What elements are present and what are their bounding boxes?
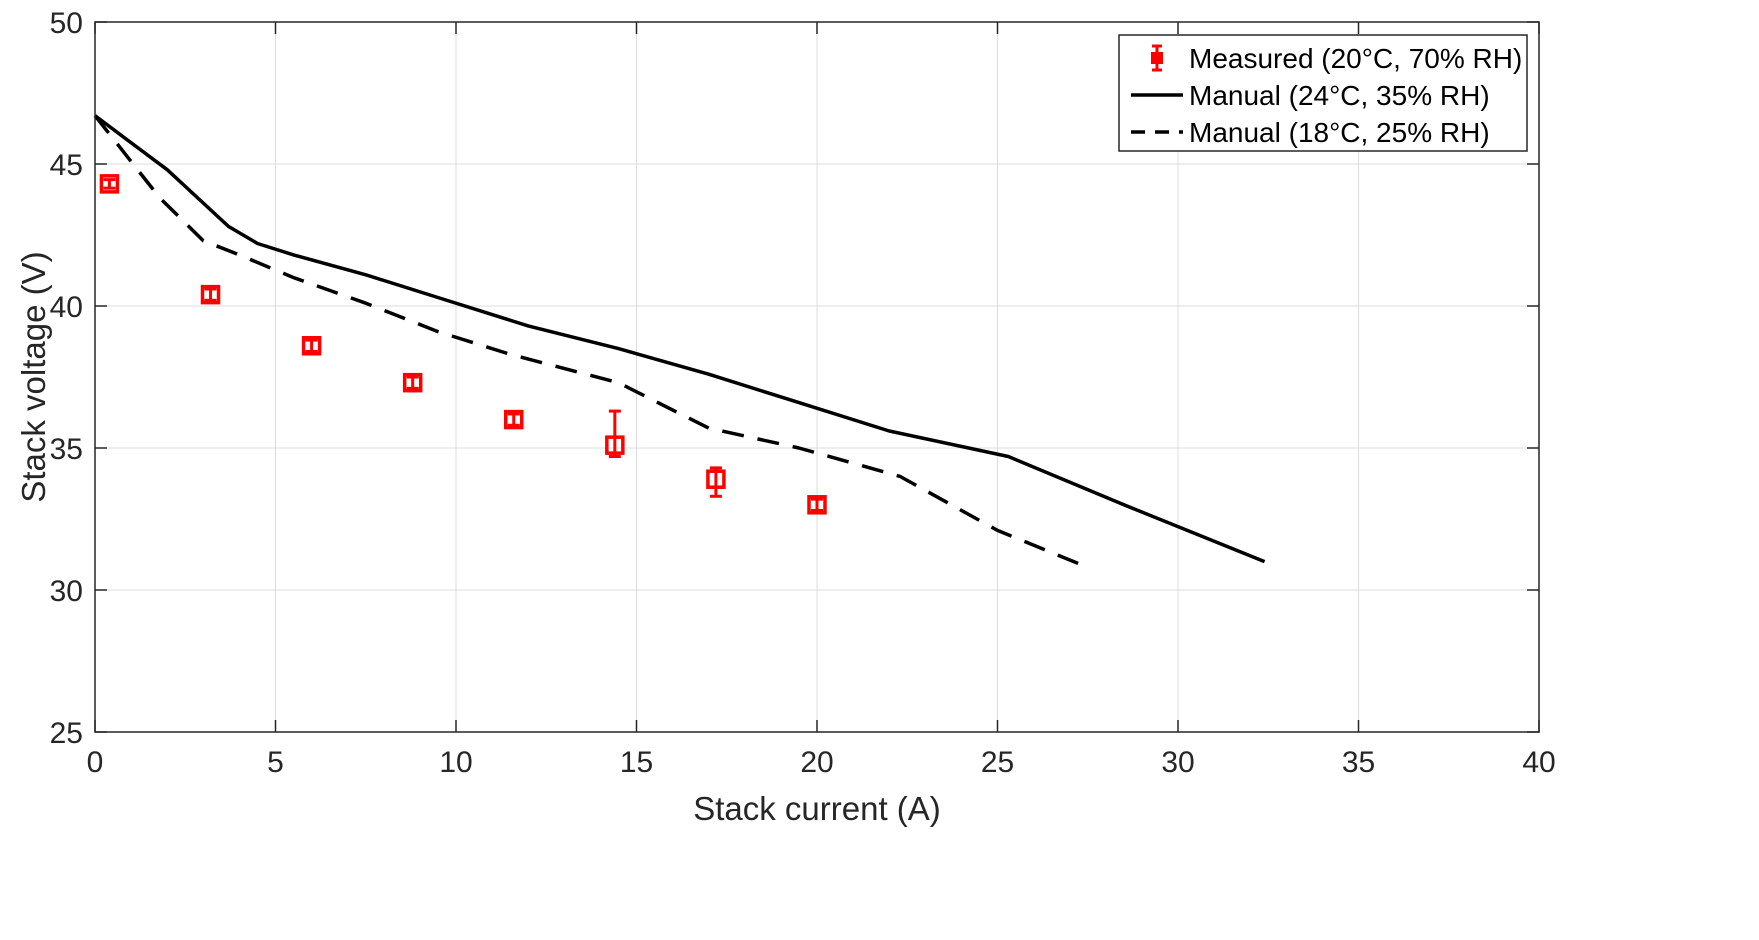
- x-tick-label: 35: [1342, 746, 1375, 779]
- measured-point: [706, 466, 726, 498]
- legend-entry-manual-18c: Manual (18°C, 25% RH): [1131, 117, 1490, 148]
- measured-point: [605, 409, 625, 459]
- x-tick-label: 30: [1161, 746, 1194, 779]
- x-tick-label: 25: [981, 746, 1014, 779]
- measured-marker: [200, 284, 221, 305]
- measured-point: [402, 372, 423, 393]
- y-axis-title: Stack voltage (V): [15, 251, 52, 502]
- y-tick-labels: 25 30 35 40 45 50: [50, 7, 83, 750]
- x-tick-labels: 0 5 10 15 20 25 30 35 40: [87, 746, 1556, 779]
- legend-entry-measured: Measured (20°C, 70% RH): [1151, 43, 1522, 74]
- legend-label-manual-24c: Manual (24°C, 35% RH): [1189, 80, 1490, 111]
- y-tick-label: 45: [50, 149, 83, 182]
- measured-marker: [706, 469, 726, 489]
- series-line-manual-18c: [93, 114, 1082, 567]
- x-tick-label: 0: [87, 746, 104, 779]
- measured-marker: [504, 409, 524, 430]
- x-tick-label: 20: [800, 746, 833, 779]
- y-tick-label: 30: [50, 575, 83, 608]
- series-line-manual-24c: [93, 114, 1266, 564]
- x-tick-label: 5: [267, 746, 284, 779]
- measured-point: [200, 284, 221, 305]
- y-tick-label: 35: [50, 433, 83, 466]
- legend-symbol-measured: [1151, 44, 1163, 72]
- legend: Measured (20°C, 70% RH) Manual (24°C, 35…: [1118, 34, 1528, 152]
- measured-marker: [99, 174, 120, 194]
- measured-marker: [605, 435, 625, 455]
- y-tick-label: 40: [50, 291, 83, 324]
- measured-point: [99, 174, 120, 194]
- legend-box: [1118, 34, 1528, 152]
- x-tick-label: 10: [439, 746, 472, 779]
- x-axis-title: Stack current (A): [693, 790, 941, 827]
- legend-label-measured: Measured (20°C, 70% RH): [1189, 43, 1522, 74]
- measured-point: [807, 495, 827, 515]
- measured-point: [301, 336, 322, 356]
- measured-marker: [301, 336, 322, 356]
- tick-marks: [94, 21, 1540, 733]
- x-tick-label: 40: [1522, 746, 1555, 779]
- legend-entry-manual-24c: Manual (24°C, 35% RH): [1131, 80, 1490, 111]
- measured-marker: [807, 495, 827, 515]
- measured-point: [504, 409, 524, 430]
- y-tick-label: 50: [50, 7, 83, 40]
- series-layer: [93, 114, 1266, 567]
- y-tick-label: 25: [50, 717, 83, 750]
- x-tick-label: 15: [620, 746, 653, 779]
- legend-label-manual-18c: Manual (18°C, 25% RH): [1189, 117, 1490, 148]
- measured-marker: [402, 372, 423, 393]
- legend-marker: [1151, 52, 1163, 64]
